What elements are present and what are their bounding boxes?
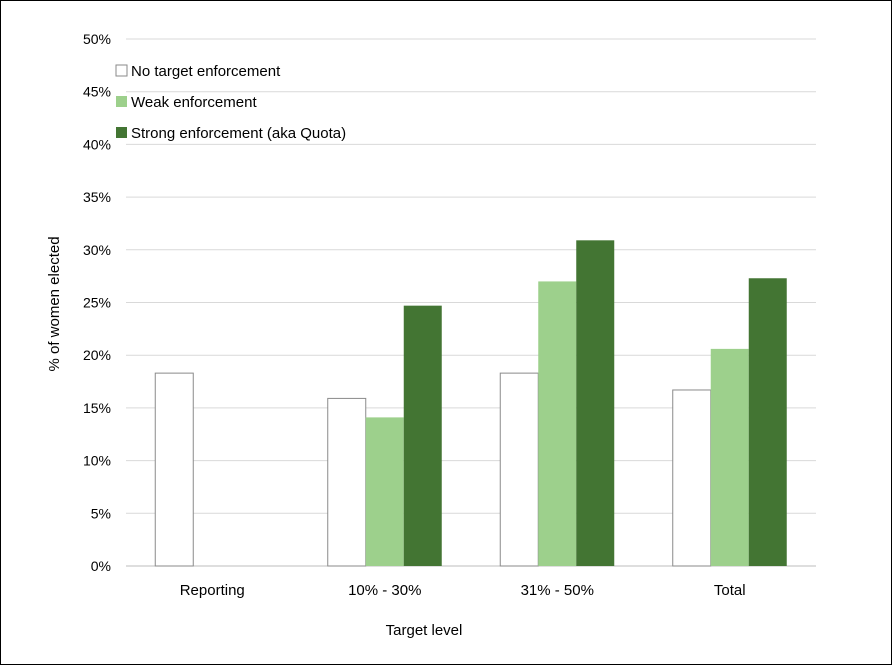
y-tick-label: 30% [83,242,111,258]
y-tick-label: 5% [91,505,111,521]
y-axis-ticks: 0% 5% 10% 15% 20% 25% 30% 35% 40% 45% 50% [83,31,111,574]
x-tick-label: 10% - 30% [348,582,421,599]
gridlines [126,38,816,567]
y-tick-label: 0% [91,558,111,574]
bar-no-target-enforcement-4 [672,389,712,567]
y-tick-label: 10% [83,453,111,469]
legend-label: No target enforcement [131,63,281,80]
legend: No target enforcement Weak enforcement Str… [115,63,346,142]
y-tick-label: 25% [83,295,111,311]
y-tick-label: 45% [83,84,111,100]
legend-label: Strong enforcement (aka Quota) [131,125,346,142]
bar-strong-enforcement-aka-quota-2 [403,305,442,566]
y-tick-label: 50% [83,31,111,47]
bar-weak-enforcement-2 [365,417,404,566]
x-axis-label: Target level [386,622,463,639]
bars [154,240,787,567]
x-tick-label: Reporting [180,582,245,599]
y-tick-label: 15% [83,400,111,416]
bar-no-target-enforcement-1 [154,372,194,567]
y-tick-label: 35% [83,189,111,205]
legend-swatch [116,96,127,107]
bar-no-target-enforcement-3 [499,372,539,567]
bar-weak-enforcement-3 [538,281,577,566]
y-tick-label: 20% [83,347,111,363]
bar-no-target-enforcement-2 [327,397,367,567]
legend-label: Weak enforcement [131,94,257,111]
bar-strong-enforcement-aka-quota-3 [576,240,615,566]
bar-weak-enforcement-4 [710,348,749,566]
y-axis-label: % of women elected [46,236,63,371]
x-tick-label: 31% - 50% [521,582,594,599]
bar-strong-enforcement-aka-quota-4 [748,278,787,566]
y-tick-label: 40% [83,136,111,152]
legend-swatch [115,64,128,77]
legend-swatch [116,127,127,138]
x-axis-ticks: Reporting 10% - 30% 31% - 50% Total [180,582,746,599]
x-tick-label: Total [714,582,746,599]
